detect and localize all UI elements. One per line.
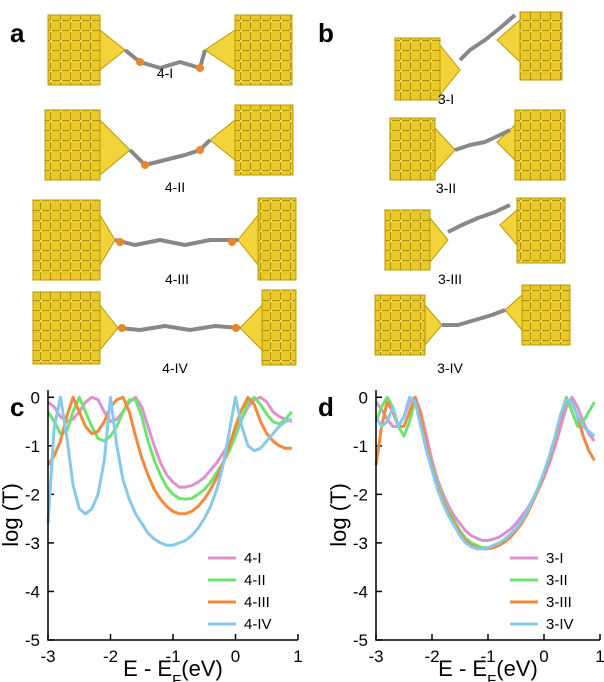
series-line xyxy=(48,397,292,514)
y-tick-label: 0 xyxy=(31,388,40,407)
y-tick-label: -2 xyxy=(353,485,368,504)
x-tick-label: -2 xyxy=(103,647,118,666)
x-tick-label: 0 xyxy=(231,647,240,666)
structure-label: 4-III xyxy=(165,271,189,287)
structure-b xyxy=(375,12,570,355)
legend-label: 3-III xyxy=(546,594,572,611)
y-axis-label: log (T) xyxy=(0,483,23,547)
structure-label: 4-IV xyxy=(162,360,188,376)
y-tick-label: -4 xyxy=(353,582,368,601)
legend-label: 4-III xyxy=(244,594,270,611)
y-tick-label: -1 xyxy=(353,437,368,456)
x-axis-label-part: E - E xyxy=(438,656,487,681)
panel-label: d xyxy=(318,392,334,422)
y-tick-label: -2 xyxy=(25,485,40,504)
structure-label: 3-II xyxy=(436,180,456,196)
x-tick-label: -3 xyxy=(40,647,55,666)
y-tick-label: -3 xyxy=(353,534,368,553)
x-axis-label-part: (eV) xyxy=(181,656,223,681)
legend-label: 4-I xyxy=(244,550,262,567)
structure-label: 3-I xyxy=(438,91,454,107)
legend-label: 3-I xyxy=(546,550,564,567)
x-axis-label-part: F xyxy=(487,672,496,682)
y-tick-label: 0 xyxy=(359,388,368,407)
x-tick-label: -3 xyxy=(368,647,383,666)
x-tick-label: 1 xyxy=(595,647,604,666)
figure: a b c d 4-I 4-II 4-III 4-IV 3-I 3-II 3-I… xyxy=(0,0,604,682)
series-line xyxy=(48,397,292,545)
structure-label: 4-I xyxy=(157,65,173,81)
structure-label: 4-II xyxy=(165,179,185,195)
x-axis-label-part: F xyxy=(172,672,181,682)
panel-label: c xyxy=(10,392,24,422)
x-axis-label-part: (eV) xyxy=(496,656,538,681)
legend-label: 3-II xyxy=(546,572,568,589)
y-tick-label: -5 xyxy=(25,631,40,650)
structure-label: 3-III xyxy=(438,271,462,287)
legend-label: 4-II xyxy=(244,572,266,589)
y-tick-label: -1 xyxy=(25,437,40,456)
series-line xyxy=(48,397,292,499)
legend-label: 4-IV xyxy=(244,616,272,633)
panel-label: b xyxy=(318,18,334,48)
x-tick-label: 0 xyxy=(539,647,548,666)
y-tick-label: -5 xyxy=(353,631,368,650)
legend-label: 3-IV xyxy=(546,616,574,633)
y-tick-label: -3 xyxy=(25,534,40,553)
structure-label: 3-IV xyxy=(437,360,463,376)
panel-label: a xyxy=(10,18,25,48)
x-axis-label-part: E - E xyxy=(123,656,172,681)
y-axis-label: log (T) xyxy=(326,483,351,547)
y-tick-label: -4 xyxy=(25,582,40,601)
x-tick-label: 1 xyxy=(293,647,302,666)
